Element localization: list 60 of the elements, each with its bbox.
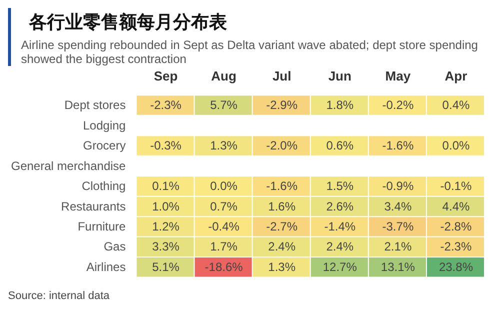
data-label: -0.3% bbox=[150, 138, 182, 153]
data-label: -0.1% bbox=[440, 179, 472, 194]
data-label: 1.3% bbox=[268, 260, 296, 274]
data-label: -1.6% bbox=[266, 179, 298, 194]
data-label: 4.4% bbox=[442, 199, 470, 214]
y-tick-label: Dept stores bbox=[64, 98, 126, 112]
y-tick-label: Airlines bbox=[86, 260, 126, 274]
data-label: -2.7% bbox=[266, 220, 298, 234]
y-tick-label: Restaurants bbox=[61, 199, 126, 214]
data-label: 5.1% bbox=[152, 260, 180, 274]
data-label: 0.0% bbox=[442, 138, 470, 153]
data-label: 0.1% bbox=[152, 179, 180, 194]
data-label: 2.6% bbox=[326, 199, 354, 214]
y-tick-label: Furniture bbox=[78, 220, 126, 234]
chart-title: 各行业零售额每月分布表 bbox=[29, 11, 228, 34]
y-tick-label: Clothing bbox=[82, 179, 126, 194]
data-label: 0.0% bbox=[210, 179, 238, 194]
data-label: -2.0% bbox=[266, 138, 298, 153]
data-label: 0.4% bbox=[442, 98, 470, 112]
data-label: 1.7% bbox=[210, 240, 238, 254]
data-label: 1.3% bbox=[210, 138, 238, 153]
data-label: -2.3% bbox=[440, 240, 472, 254]
data-label: 2.1% bbox=[384, 240, 412, 254]
data-label: -0.4% bbox=[208, 220, 240, 234]
chart-subtitle: Airline spending rebounded in Sept as Delta variant wave abated; dept store spending showed the biggest contraction bbox=[21, 38, 479, 66]
data-label: 1.2% bbox=[152, 220, 180, 234]
data-label: -2.8% bbox=[440, 220, 472, 234]
x-tick-label: Sep bbox=[154, 68, 178, 84]
data-label: -2.3% bbox=[150, 98, 182, 112]
data-label: 1.6% bbox=[268, 199, 296, 214]
data-label: -3.7% bbox=[382, 220, 414, 234]
x-tick-label: Apr bbox=[444, 68, 468, 84]
data-label: 1.8% bbox=[326, 98, 354, 112]
data-label: -1.6% bbox=[382, 138, 414, 153]
x-tick-label: Jul bbox=[272, 68, 292, 84]
data-label: 2.4% bbox=[268, 240, 296, 254]
data-label: 2.4% bbox=[326, 240, 354, 254]
data-label: -1.4% bbox=[324, 220, 356, 234]
data-label: 23.8% bbox=[438, 260, 474, 274]
data-label: 0.6% bbox=[326, 138, 354, 153]
data-label: 5.7% bbox=[210, 98, 238, 112]
data-label: 3.4% bbox=[384, 199, 412, 214]
data-label: 3.3% bbox=[152, 240, 180, 254]
y-tick-label: General merchandise bbox=[10, 158, 126, 173]
y-tick-label: Grocery bbox=[83, 138, 126, 153]
y-tick-label: Gas bbox=[104, 240, 126, 254]
y-tick-label: Lodging bbox=[83, 118, 126, 132]
data-label: -18.6% bbox=[204, 260, 244, 274]
x-tick-label: Jun bbox=[328, 68, 352, 84]
data-label: 12.7% bbox=[322, 260, 358, 274]
data-label: 1.5% bbox=[326, 179, 354, 194]
data-label: -2.9% bbox=[266, 98, 298, 112]
x-tick-label: May bbox=[385, 68, 412, 84]
x-tick-label: Aug bbox=[211, 68, 236, 84]
source-note: Source: internal data bbox=[8, 290, 111, 302]
data-label: 13.1% bbox=[380, 260, 416, 274]
data-label: -0.2% bbox=[382, 98, 414, 112]
data-label: 0.7% bbox=[210, 199, 238, 214]
data-label: 1.0% bbox=[152, 199, 180, 214]
data-label: -0.9% bbox=[382, 179, 414, 194]
